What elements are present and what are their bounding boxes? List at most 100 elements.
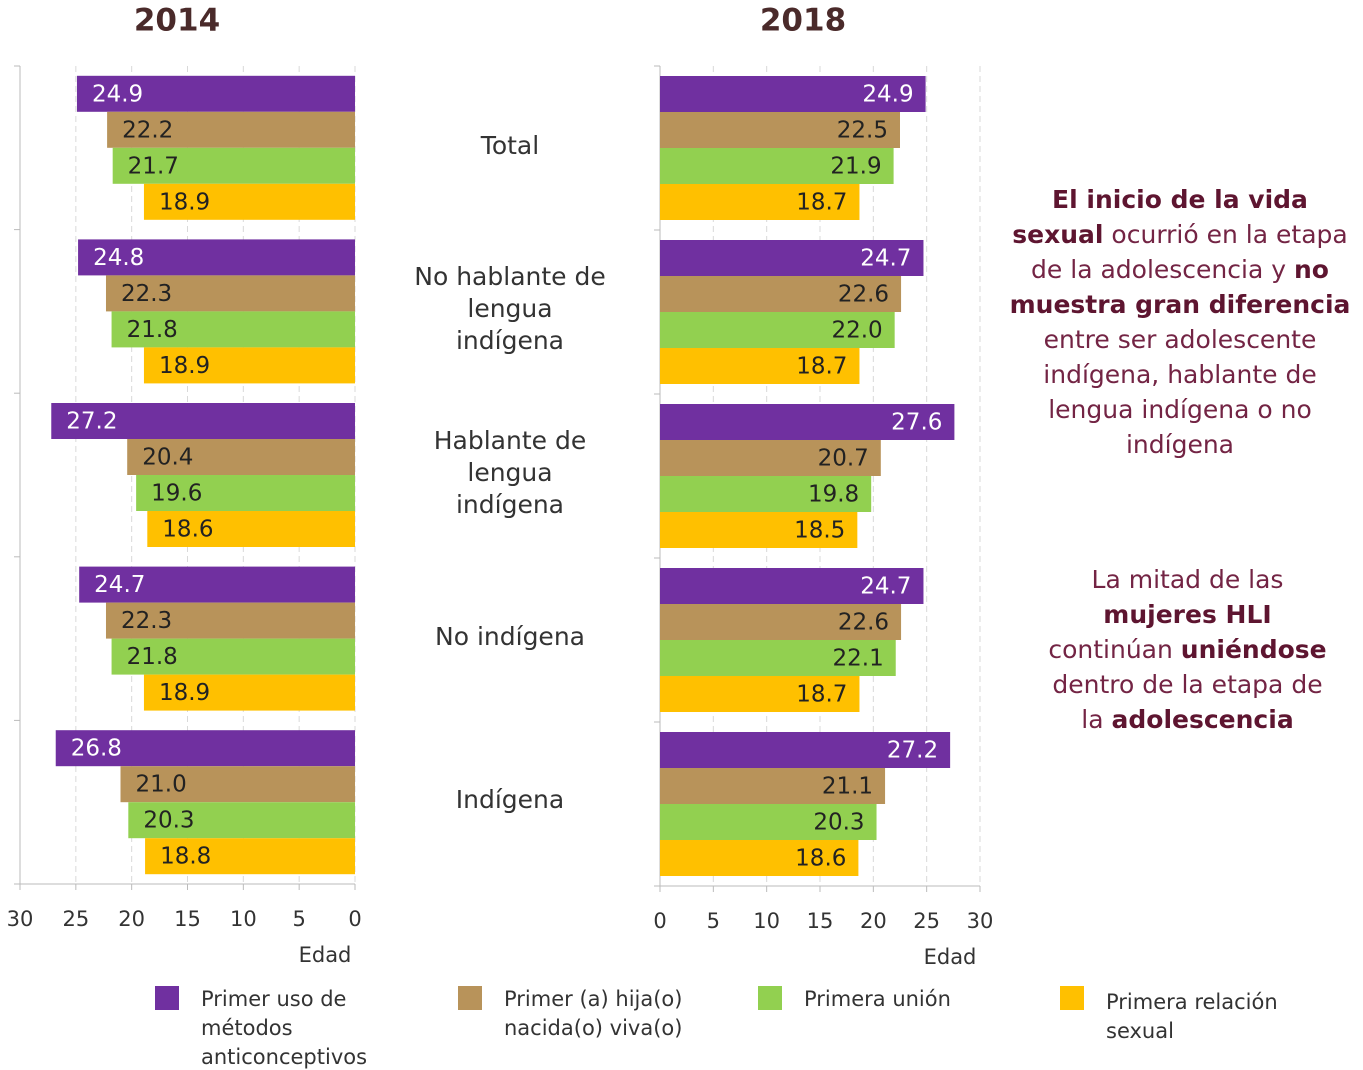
note-text: uniéndose <box>1180 635 1327 664</box>
value-label: 22.6 <box>838 610 889 636</box>
value-label: 19.8 <box>808 482 859 508</box>
x-tick-label: 0 <box>348 907 361 931</box>
value-label: 18.7 <box>796 682 847 708</box>
legend-swatch <box>458 986 482 1010</box>
value-label: 22.5 <box>837 118 888 144</box>
x-tick-label: 30 <box>967 909 994 933</box>
bar <box>55 730 355 767</box>
bar <box>660 240 924 276</box>
bar <box>145 838 355 875</box>
bar <box>660 676 860 712</box>
x-tick-label: 15 <box>174 907 201 931</box>
bar <box>660 568 924 604</box>
bar <box>127 439 355 475</box>
value-label: 18.8 <box>160 844 211 870</box>
bar <box>105 275 355 312</box>
legend-label: Primera unión <box>804 987 951 1011</box>
legend-swatch <box>758 986 782 1010</box>
note-text: mujeres HLI <box>1103 600 1272 629</box>
bar <box>660 804 877 840</box>
chart-title: 2018 <box>760 3 846 39</box>
value-label: 24.7 <box>860 246 911 272</box>
value-label: 18.7 <box>796 190 847 216</box>
bar <box>660 768 886 804</box>
x-tick-label: 15 <box>807 909 834 933</box>
category-label: No hablante de lengua indígena <box>414 262 606 356</box>
bar <box>660 148 894 184</box>
bar <box>128 802 355 839</box>
value-label: 20.3 <box>143 808 194 834</box>
x-tick-label: 5 <box>292 907 305 931</box>
note-text: adolescencia <box>1111 705 1294 734</box>
bar <box>660 112 900 148</box>
bar <box>112 147 355 184</box>
value-label: 18.6 <box>162 517 213 543</box>
value-label: 19.6 <box>151 481 202 507</box>
bar <box>143 674 355 711</box>
bar <box>107 111 355 148</box>
bar <box>143 347 355 384</box>
bar <box>660 404 955 440</box>
legend-swatch <box>1060 986 1084 1010</box>
bar <box>660 512 858 548</box>
x-tick-label: 30 <box>7 907 34 931</box>
bar <box>660 312 895 348</box>
x-tick-label: 20 <box>118 907 145 931</box>
bar <box>660 840 859 876</box>
value-label: 18.9 <box>159 353 210 379</box>
x-tick-label: 10 <box>230 907 257 931</box>
legend-label: Primera relación sexual <box>1106 990 1278 1043</box>
bar <box>660 604 902 640</box>
x-axis-label: Edad <box>924 945 977 969</box>
bar <box>660 76 926 112</box>
x-tick-label: 5 <box>707 909 720 933</box>
category-label: Hablante de lengua indígena <box>433 426 587 519</box>
value-label: 21.8 <box>127 317 178 343</box>
bar <box>76 75 355 112</box>
value-label: 22.3 <box>121 281 172 307</box>
value-label: 21.0 <box>136 772 187 798</box>
value-label: 22.0 <box>831 318 882 344</box>
bar <box>111 638 355 675</box>
value-label: 18.5 <box>794 518 845 544</box>
note-text: El inicio de la vida sexual <box>1012 185 1308 249</box>
value-label: 26.8 <box>71 736 122 762</box>
x-tick-label: 10 <box>753 909 780 933</box>
note-text: continúan <box>1048 635 1181 664</box>
value-label: 24.7 <box>94 572 145 598</box>
value-label: 20.3 <box>813 810 864 836</box>
x-tick-label: 25 <box>62 907 89 931</box>
value-label: 22.3 <box>121 608 172 634</box>
bar <box>660 184 860 220</box>
note-text: no muestra gran diferencia <box>1009 255 1351 319</box>
value-label: 22.1 <box>833 646 884 672</box>
x-tick-label: 20 <box>860 909 887 933</box>
value-label: 20.4 <box>142 445 193 471</box>
value-label: 27.2 <box>66 409 117 435</box>
value-label: 21.7 <box>128 153 179 179</box>
category-label: No indígena <box>435 621 585 651</box>
value-label: 18.7 <box>796 354 847 380</box>
value-label: 21.9 <box>830 154 881 180</box>
value-label: 27.2 <box>887 738 938 764</box>
bar <box>51 403 356 439</box>
note-text: ocurrió en la etapa de la adolescencia y <box>1031 220 1348 284</box>
value-label: 24.8 <box>93 245 144 271</box>
bar <box>660 440 881 476</box>
bar <box>660 476 872 512</box>
bar <box>120 766 355 803</box>
chart-title: 2014 <box>134 3 220 39</box>
bar <box>147 511 355 547</box>
legend-label: Primer (a) hija(o) nacida(o) viva(o) <box>504 987 683 1040</box>
value-label: 24.9 <box>862 82 913 108</box>
x-axis-label: Edad <box>299 943 352 967</box>
value-label: 18.6 <box>795 846 846 872</box>
value-label: 24.7 <box>860 574 911 600</box>
value-label: 22.2 <box>122 117 173 143</box>
value-label: 21.8 <box>127 644 178 670</box>
category-label: Indígena <box>455 785 565 815</box>
category-label: Total <box>480 130 540 160</box>
bar <box>660 732 951 768</box>
